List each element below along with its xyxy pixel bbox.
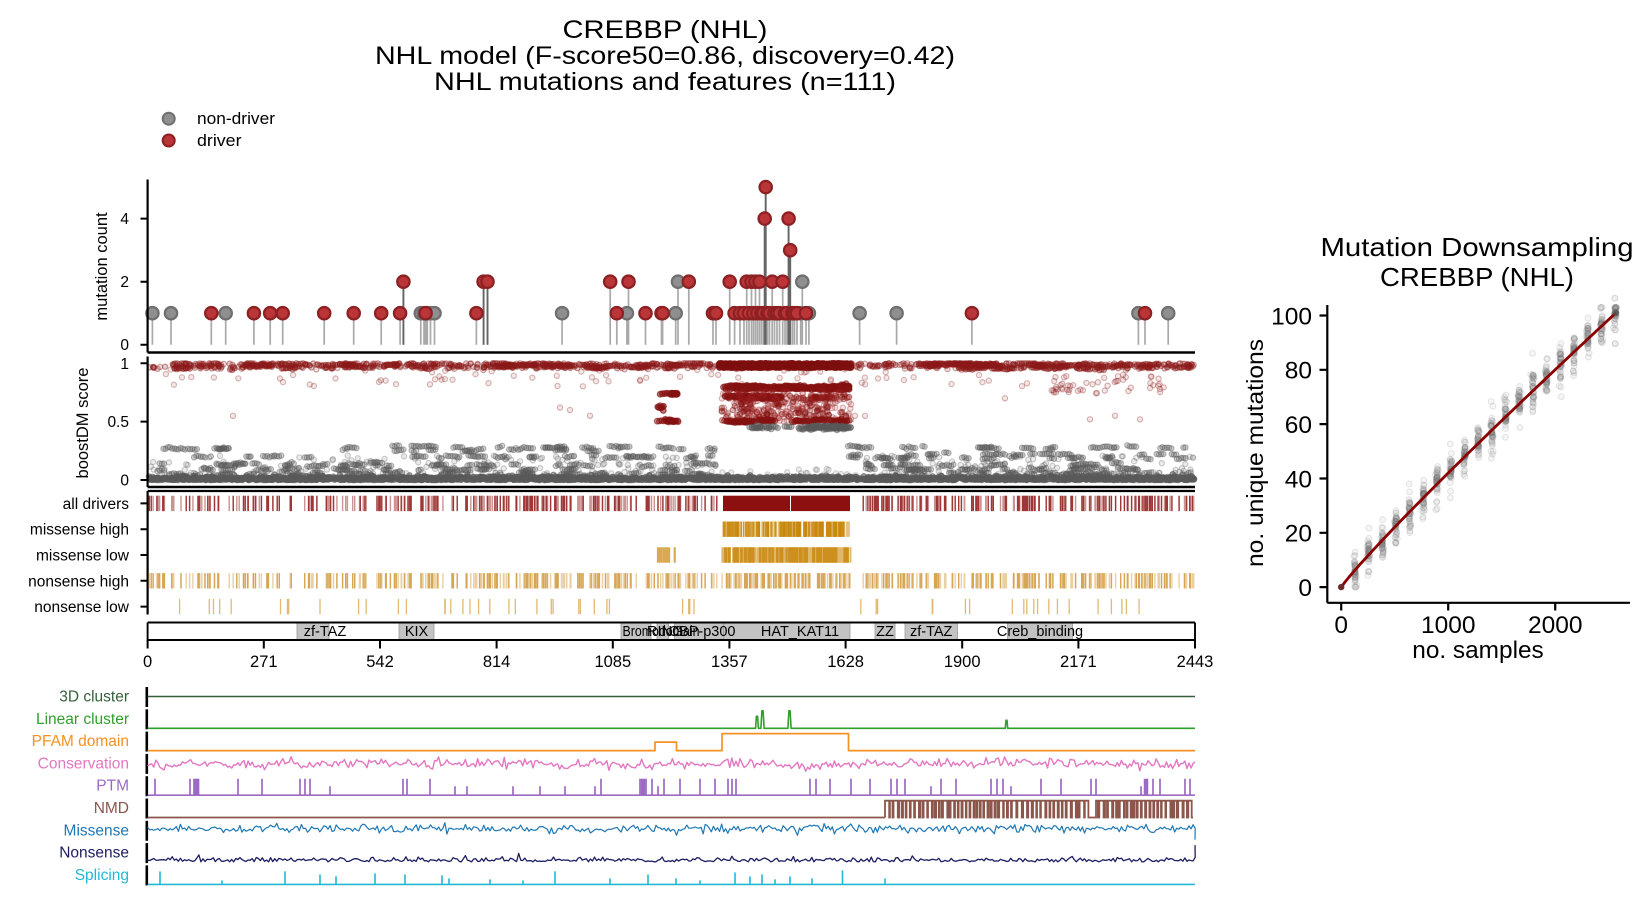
svg-text:NHL mutations and features (n=: NHL mutations and features (n=111) [434,68,896,96]
svg-text:4: 4 [120,211,129,228]
svg-text:NHL model (F-score50=0.86, dis: NHL model (F-score50=0.86, discovery=0.4… [375,42,955,70]
svg-text:non-driver: non-driver [197,110,276,128]
svg-text:mutation count: mutation count [93,212,111,321]
svg-text:driver: driver [197,132,242,150]
svg-text:CREBBP (NHL): CREBBP (NHL) [563,16,768,44]
svg-text:2: 2 [120,274,129,291]
svg-text:0: 0 [120,337,129,354]
